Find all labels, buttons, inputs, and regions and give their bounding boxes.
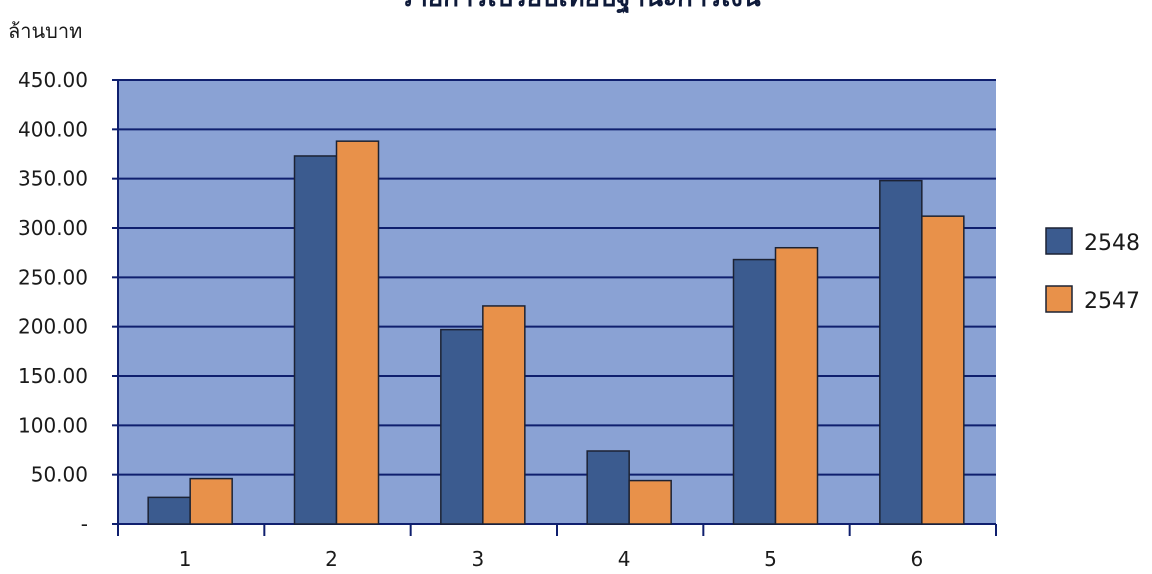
y-tick-label: 50.00 — [31, 463, 88, 487]
bar-2548-cat-4 — [586, 450, 630, 525]
y-tick-label: 100.00 — [18, 413, 88, 437]
x-tick-label: 6 — [910, 547, 923, 571]
y-tick-label: 450.00 — [18, 68, 88, 92]
bar-2548-cat-3 — [440, 328, 484, 525]
bar-2547-cat-2 — [335, 140, 380, 525]
bar-2547-cat-6 — [921, 215, 965, 525]
bar-2547-cat-5 — [774, 246, 819, 525]
y-tick-label: 400.00 — [18, 117, 88, 141]
y-tick-label: - — [81, 512, 88, 536]
bar-2548-cat-2 — [293, 155, 338, 525]
x-tick-label: 4 — [618, 547, 631, 571]
y-tick-label: 200.00 — [18, 315, 88, 339]
x-tick-label: 2 — [325, 547, 338, 571]
y-tick-label: 350.00 — [18, 167, 88, 191]
bar-2548-cat-1 — [147, 496, 191, 525]
legend-label-2547: 2547 — [1084, 289, 1140, 314]
bar-2548-cat-6 — [879, 179, 923, 525]
y-tick-label: 250.00 — [18, 265, 88, 289]
chart-title: รายการเปรียบเทียบฐานะการเงิน — [399, 0, 761, 15]
plot-area — [118, 80, 996, 524]
x-tick-label: 5 — [764, 547, 777, 571]
y-axis-unit-label: ล้านบาท — [8, 19, 82, 43]
x-tick-label: 3 — [471, 547, 484, 571]
legend-label-2548: 2548 — [1084, 231, 1140, 256]
bar-2547-cat-4 — [628, 479, 672, 525]
bar-2548-cat-5 — [732, 258, 777, 525]
bar-2547-cat-3 — [482, 305, 526, 525]
y-tick-label: 150.00 — [18, 364, 88, 388]
legend-swatch-2547 — [1045, 285, 1073, 313]
legend-swatch-2548 — [1045, 227, 1073, 255]
x-tick-label: 1 — [179, 547, 192, 571]
y-tick-label: 300.00 — [18, 216, 88, 240]
bar-2547-cat-1 — [189, 477, 233, 525]
